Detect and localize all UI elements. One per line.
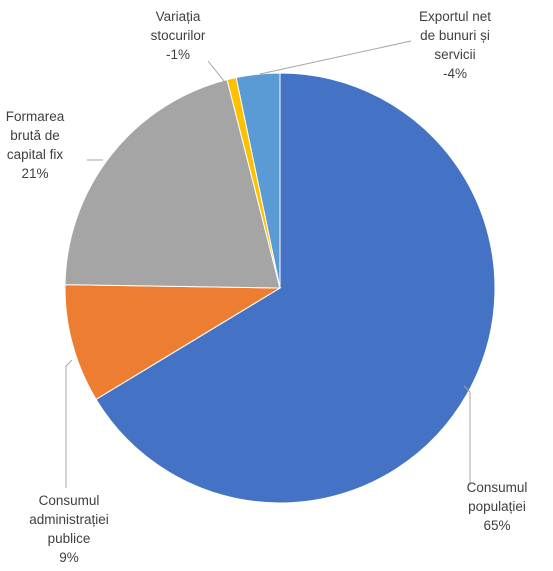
data-label-3-line-1: stocurilor	[151, 28, 206, 43]
leader-line-0	[463, 385, 471, 485]
data-label-0-line-0: Consumul	[467, 480, 528, 495]
data-label-2-line-2: capital fix	[7, 147, 64, 162]
pie-slice-0	[95, 72, 496, 504]
pie-slice-2	[64, 79, 281, 289]
data-label-4-line-3: -4%	[443, 66, 467, 81]
leader-line-1	[65, 359, 73, 488]
data-label-4-line-1: de bunuri și	[420, 28, 490, 43]
pie-slice-1	[64, 284, 282, 401]
data-label-0-line-2: 65%	[483, 518, 510, 533]
data-label-1-line-0: Consumul	[39, 493, 100, 508]
pie-slice-4	[235, 72, 281, 289]
data-label-0-line-1: populației	[468, 499, 526, 514]
data-label-1-line-2: publice	[48, 531, 91, 546]
data-label-2-line-0: Formarea	[6, 109, 65, 124]
leader-line-3	[207, 60, 225, 82]
data-label-3-line-2: -1%	[166, 47, 190, 62]
data-label-2-line-1: brută de	[10, 128, 60, 143]
data-label-1-line-1: administrației	[29, 512, 109, 527]
data-label-3-line-0: Variația	[156, 9, 201, 24]
pie-slices	[64, 72, 496, 504]
data-labels: Consumul populației 65% Consumul administraț…	[6, 9, 528, 565]
data-label-4-line-0: Exportul net	[419, 9, 491, 24]
data-label-1-line-3: 9%	[59, 550, 79, 565]
leader-lines	[65, 40, 471, 488]
leader-line-4	[259, 40, 412, 75]
data-label-4-line-2: servicii	[434, 47, 475, 62]
data-label-2-line-3: 21%	[21, 166, 48, 181]
